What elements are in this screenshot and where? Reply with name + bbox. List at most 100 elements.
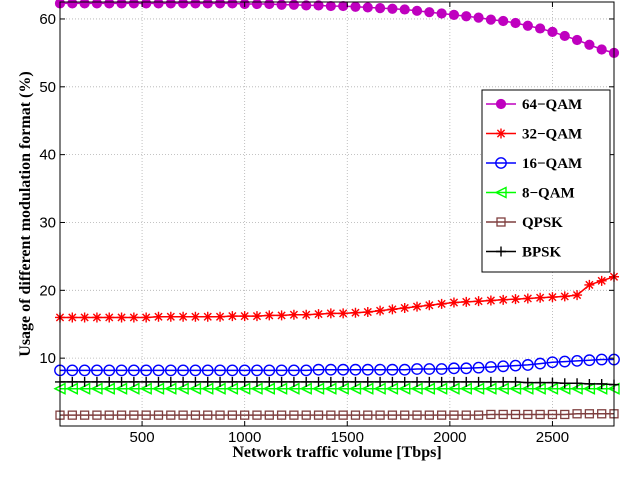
data-point-bpsk	[251, 376, 262, 387]
legend-box	[481, 89, 611, 273]
data-point-bpsk	[79, 376, 90, 387]
data-point-16-qam	[214, 364, 226, 377]
data-point-bpsk	[535, 377, 546, 388]
x-tick-label: 1500	[331, 429, 364, 446]
data-point-16-qam	[509, 359, 522, 372]
data-point-bpsk	[387, 376, 398, 387]
legend-marker-8-qam	[494, 186, 507, 199]
data-point-qpsk	[326, 410, 336, 420]
y-tick-label: 30	[39, 214, 56, 231]
data-point-bpsk	[178, 376, 189, 387]
data-point-qpsk	[510, 409, 521, 420]
data-point-16-qam	[275, 364, 288, 377]
data-point-bpsk	[128, 376, 139, 387]
data-point-64-qam	[461, 11, 472, 22]
data-point-32-qam	[596, 275, 607, 286]
series-qpsk	[55, 409, 619, 420]
data-point-32-qam	[190, 311, 201, 322]
data-point-32-qam	[67, 312, 78, 323]
data-point-16-qam	[78, 364, 91, 377]
data-point-16-qam	[115, 364, 128, 377]
data-point-qpsk	[387, 410, 398, 420]
data-point-64-qam	[547, 26, 558, 37]
data-point-32-qam	[547, 292, 558, 303]
data-point-64-qam	[510, 17, 521, 29]
series-line-64-qam	[60, 2, 615, 54]
data-point-32-qam	[264, 310, 275, 321]
data-point-64-qam	[473, 12, 484, 23]
data-point-16-qam	[435, 363, 448, 375]
data-point-32-qam	[104, 312, 115, 323]
data-point-64-qam	[399, 4, 410, 15]
data-point-64-qam	[141, 0, 152, 9]
data-point-bpsk	[264, 376, 275, 387]
data-point-16-qam	[201, 364, 214, 377]
data-point-bpsk	[522, 377, 533, 388]
y-tick-label: 60	[39, 11, 56, 28]
data-point-64-qam	[584, 39, 595, 50]
data-point-qpsk	[412, 410, 422, 420]
data-point-64-qam	[338, 0, 349, 12]
legend-marker-64-qam	[495, 98, 507, 110]
data-point-16-qam	[238, 364, 251, 377]
data-point-64-qam	[128, 0, 139, 9]
data-point-bpsk	[424, 376, 435, 387]
data-point-32-qam	[251, 311, 262, 322]
legend-label-16-qam: 16−QAM	[522, 156, 582, 172]
series-32-qam	[55, 271, 619, 323]
data-point-64-qam	[596, 44, 607, 55]
y-tick-label: 40	[39, 147, 56, 164]
data-point-64-qam	[214, 0, 226, 9]
y-tick-label: 50	[39, 79, 56, 96]
data-point-64-qam	[190, 0, 201, 9]
data-point-64-qam	[313, 0, 324, 11]
data-point-qpsk	[363, 410, 373, 420]
data-point-16-qam	[484, 361, 497, 373]
data-point-16-qam	[152, 364, 165, 377]
data-point-32-qam	[338, 308, 349, 319]
data-point-16-qam	[140, 364, 153, 377]
data-point-bpsk	[596, 378, 607, 389]
data-point-qpsk	[461, 410, 471, 420]
plot-frame	[59, 1, 615, 427]
data-point-64-qam	[104, 0, 115, 9]
data-point-32-qam	[227, 311, 238, 322]
data-point-qpsk	[584, 409, 595, 419]
data-point-16-qam	[361, 363, 374, 376]
data-point-bpsk	[190, 376, 201, 387]
data-point-bpsk	[165, 376, 176, 387]
data-point-bpsk	[559, 378, 570, 389]
data-point-16-qam	[349, 363, 362, 376]
data-point-bpsk	[572, 378, 583, 389]
series-line-qpsk	[60, 413, 614, 416]
data-point-64-qam	[571, 34, 583, 46]
data-point-32-qam	[535, 292, 546, 303]
data-point-64-qam	[448, 9, 460, 20]
data-point-16-qam	[374, 363, 386, 376]
data-point-64-qam	[153, 0, 164, 9]
data-point-32-qam	[276, 310, 287, 321]
data-point-64-qam	[535, 23, 546, 34]
data-point-bpsk	[399, 376, 410, 387]
data-point-16-qam	[423, 363, 436, 375]
data-point-64-qam	[79, 0, 90, 9]
data-point-bpsk	[485, 376, 496, 387]
legend-label-32-qam: 32−QAM	[522, 127, 582, 143]
data-point-16-qam	[103, 364, 116, 377]
data-point-32-qam	[350, 307, 361, 318]
data-point-qpsk	[227, 410, 238, 420]
data-point-16-qam	[460, 362, 473, 375]
data-point-qpsk	[252, 410, 262, 420]
data-point-16-qam	[324, 363, 337, 376]
series-line-bpsk	[60, 381, 615, 386]
data-point-16-qam	[571, 354, 583, 367]
data-point-16-qam	[448, 362, 460, 375]
data-point-qpsk	[424, 410, 434, 420]
data-point-64-qam	[116, 0, 127, 9]
data-point-bpsk	[350, 376, 361, 387]
data-point-32-qam	[141, 312, 152, 323]
data-point-32-qam	[91, 312, 102, 323]
data-point-qpsk	[289, 410, 299, 420]
data-point-qpsk	[116, 410, 127, 420]
